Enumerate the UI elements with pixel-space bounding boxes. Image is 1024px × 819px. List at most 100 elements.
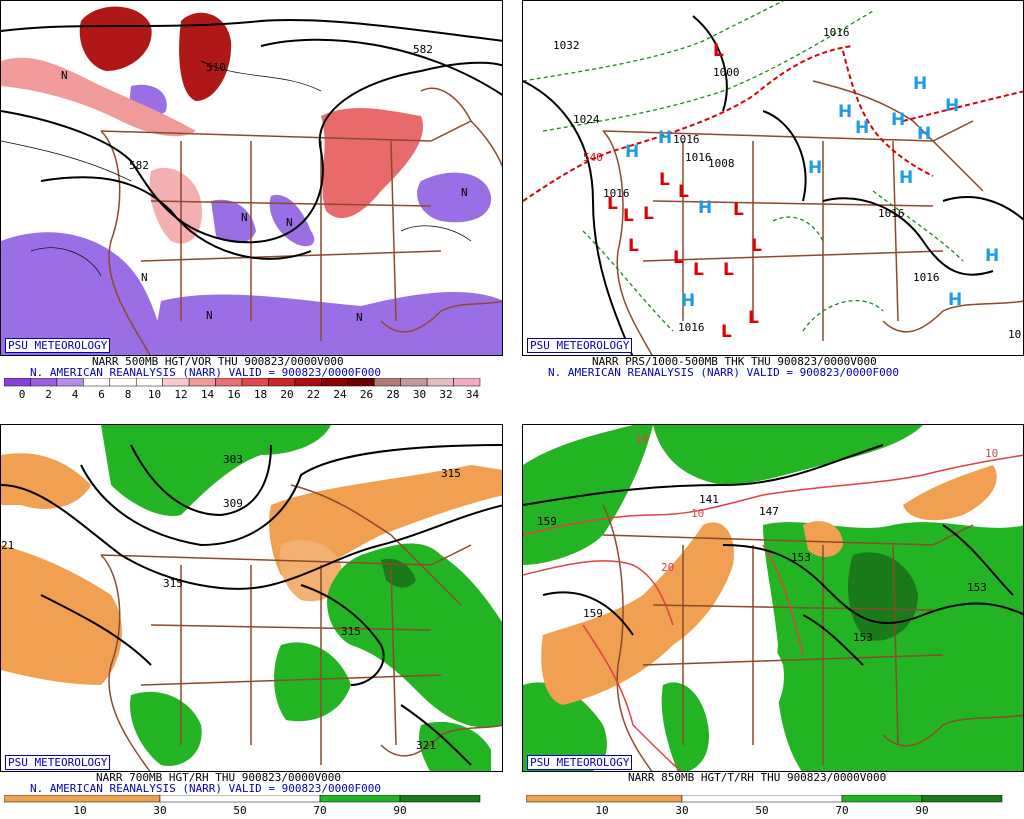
contour-label: 510	[206, 61, 226, 74]
low-marker: L	[693, 260, 704, 280]
low-marker: L	[659, 170, 670, 190]
low-marker: L	[607, 194, 618, 214]
colorbar-label: 30	[153, 804, 166, 817]
temp-label: 10	[635, 433, 648, 446]
height-contours	[1, 19, 502, 260]
rh-green-south	[274, 642, 351, 722]
thickness-label: 540	[583, 151, 603, 164]
psu-badge: PSU METEOROLOGY	[527, 755, 633, 770]
height-contours	[523, 444, 1023, 666]
low-marker: L	[723, 260, 734, 280]
contour-label: 159	[583, 607, 603, 620]
contour-label: N	[61, 69, 68, 82]
high-marker: H	[681, 291, 695, 311]
rh-orange-mid	[803, 521, 843, 557]
high-marker: H	[913, 74, 927, 94]
rh-green-east	[327, 543, 502, 728]
vort-darkred-north2	[179, 12, 232, 101]
colorbar-label: 0	[19, 388, 26, 401]
high-marker: H	[855, 118, 869, 138]
vort-red-mid	[149, 167, 202, 244]
political-borders	[602, 504, 1023, 771]
low-marker: L	[721, 322, 732, 342]
contour-label: 1008	[708, 157, 735, 170]
rh-darkgreen-east	[381, 558, 416, 588]
colorbar-swatch	[841, 795, 923, 803]
caption-700mb-line1: NARR 700MB HGT/RH THU 900823/0000V000	[96, 771, 342, 784]
rh-green-southwest	[523, 682, 607, 771]
high-marker: H	[838, 102, 852, 122]
colorbar-label: 6	[98, 388, 105, 401]
high-marker: H	[625, 142, 639, 162]
vort-purple-east	[417, 172, 492, 223]
colorbar-swatch	[426, 378, 454, 387]
contour-label: 303	[223, 453, 243, 466]
political-borders	[100, 484, 502, 771]
contour-label: 10	[1008, 328, 1021, 341]
high-marker: H	[658, 128, 672, 148]
colorbar-swatch	[159, 795, 321, 803]
colorbar-label: 10	[148, 388, 161, 401]
colorbar-swatch	[319, 795, 401, 803]
rh-orange-west	[1, 545, 122, 685]
colorbar-label: 50	[755, 804, 768, 817]
contour-labels: 303 309 315 315 315 321 21	[1, 453, 461, 752]
contour-label: 1016	[913, 271, 940, 284]
low-marker: L	[623, 206, 634, 226]
temp-label: 10	[691, 507, 704, 520]
low-pressure-markers: L L L L L L L L L L L L L L	[607, 41, 762, 342]
low-marker: L	[678, 182, 689, 202]
colorbar-label: 4	[72, 388, 79, 401]
high-pressure-markers: H H H H H H H H H H H H H H	[625, 74, 999, 311]
colorbar-label: 90	[915, 804, 928, 817]
contour-label: N	[141, 271, 148, 284]
high-marker: H	[698, 198, 712, 218]
rh-orange-west	[541, 522, 734, 705]
caption-700mb-line2: N. AMERICAN REANALYSIS (NARR) VALID = 90…	[30, 782, 381, 795]
map-850mb: 159 159 153 153 153 141 147 10 10 20 10	[523, 425, 1023, 771]
contour-label: 582	[129, 159, 149, 172]
psu-badge: PSU METEOROLOGY	[5, 755, 111, 770]
contour-label: 1016	[685, 151, 712, 164]
colorbar-swatch	[135, 378, 163, 387]
colorbar-swatch	[294, 378, 322, 387]
map-700mb: 303 309 315 315 315 321 21	[1, 425, 502, 771]
high-marker: H	[985, 246, 999, 266]
rh-green-east	[763, 522, 1023, 771]
colorbar-label: 32	[439, 388, 452, 401]
contour-label: 1000	[713, 66, 740, 79]
low-marker: L	[628, 236, 639, 256]
contour-label: 315	[341, 625, 361, 638]
colorbar-swatch	[268, 378, 296, 387]
colorbar-700mb: 10 30 50 70 90	[4, 795, 484, 817]
pressure-labels: 1032 1024 1016 1016 1016 1008 1016 1016 …	[553, 26, 1021, 341]
vort-darkred-north1	[79, 6, 152, 72]
colorbar-swatch	[526, 795, 683, 803]
contour-label: 1024	[573, 113, 600, 126]
contour-labels: 582 582 510 N N N N N N N	[61, 43, 468, 324]
colorbar-label: 34	[466, 388, 480, 401]
panel-500mb: 582 582 510 N N N N N N N PSU METEOROLOG…	[0, 0, 503, 356]
low-marker: L	[713, 41, 724, 61]
rh-green-south	[661, 682, 709, 771]
contour-label: 1016	[603, 187, 630, 200]
high-marker: H	[891, 110, 905, 130]
contour-label: 1016	[678, 321, 705, 334]
colorbar-swatch	[241, 378, 269, 387]
pressure-contours	[523, 15, 1023, 355]
contour-label: N	[206, 309, 213, 322]
vort-purple-mid2	[269, 195, 315, 247]
colorbar-swatch	[109, 378, 137, 387]
colorbar-label: 24	[333, 388, 347, 401]
colorbar-label: 70	[835, 804, 848, 817]
contour-labels: 159 159 153 153 153 141 147 10 10 20 10	[537, 433, 998, 644]
panel-850mb: 159 159 153 153 153 141 147 10 10 20 10 …	[522, 424, 1024, 772]
contour-label: 1016	[673, 133, 700, 146]
vort-red-nw	[1, 57, 196, 137]
map-prs-thk: 1032 1024 1016 1016 1016 1008 1016 1016 …	[523, 1, 1023, 355]
colorbar-label: 22	[307, 388, 320, 401]
colorbar-swatch	[30, 378, 58, 387]
colorbar-label: 10	[595, 804, 608, 817]
psu-badge: PSU METEOROLOGY	[5, 338, 111, 353]
vort-red-ne	[321, 108, 423, 219]
